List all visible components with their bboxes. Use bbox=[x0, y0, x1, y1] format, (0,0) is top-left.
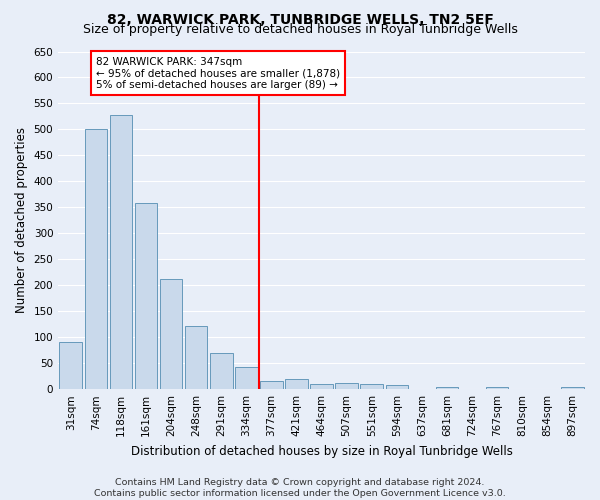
Bar bbox=[361, 384, 383, 389]
Bar bbox=[285, 380, 308, 389]
Bar bbox=[386, 385, 408, 389]
Bar bbox=[110, 116, 132, 389]
Bar bbox=[59, 342, 82, 389]
Bar bbox=[185, 326, 208, 389]
Bar bbox=[160, 279, 182, 389]
Bar bbox=[310, 384, 333, 389]
Bar bbox=[260, 381, 283, 389]
Y-axis label: Number of detached properties: Number of detached properties bbox=[15, 128, 28, 314]
Bar bbox=[335, 383, 358, 389]
Bar bbox=[235, 367, 257, 389]
Bar bbox=[486, 386, 508, 389]
Text: Contains HM Land Registry data © Crown copyright and database right 2024.
Contai: Contains HM Land Registry data © Crown c… bbox=[94, 478, 506, 498]
Text: Size of property relative to detached houses in Royal Tunbridge Wells: Size of property relative to detached ho… bbox=[83, 22, 517, 36]
Bar bbox=[210, 353, 233, 389]
Bar bbox=[561, 386, 584, 389]
Bar bbox=[134, 202, 157, 389]
Bar bbox=[436, 386, 458, 389]
X-axis label: Distribution of detached houses by size in Royal Tunbridge Wells: Distribution of detached houses by size … bbox=[131, 444, 512, 458]
Text: 82, WARWICK PARK, TUNBRIDGE WELLS, TN2 5EF: 82, WARWICK PARK, TUNBRIDGE WELLS, TN2 5… bbox=[107, 12, 493, 26]
Bar bbox=[85, 130, 107, 389]
Text: 82 WARWICK PARK: 347sqm
← 95% of detached houses are smaller (1,878)
5% of semi-: 82 WARWICK PARK: 347sqm ← 95% of detache… bbox=[96, 56, 340, 90]
